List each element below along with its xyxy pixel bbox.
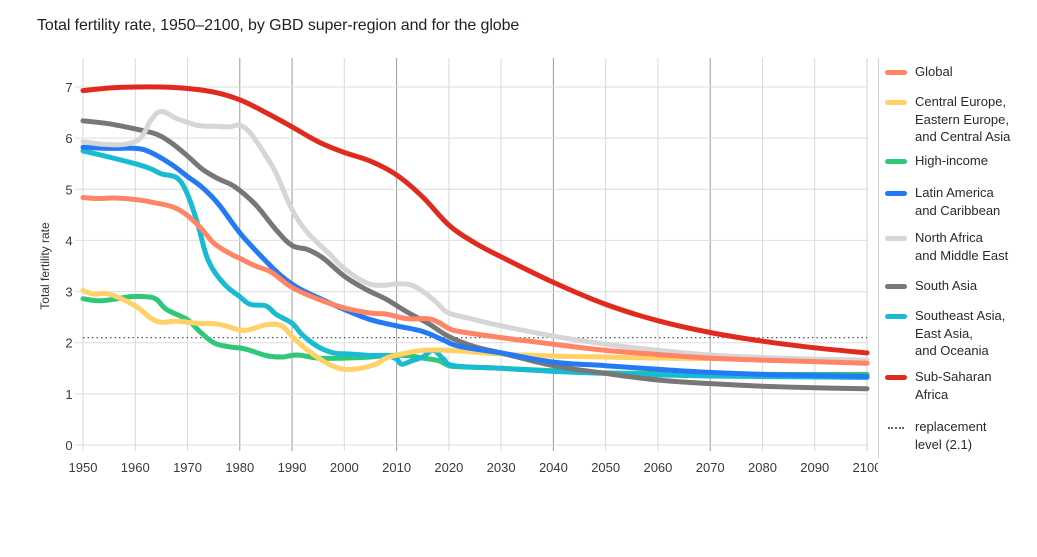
legend-swatch bbox=[885, 314, 907, 319]
grid-lines bbox=[75, 58, 868, 451]
legend-label: High-income bbox=[915, 153, 988, 168]
legend-label: North Africa and Middle East bbox=[915, 230, 1009, 263]
series-line-north-africa-and-middle-east bbox=[80, 109, 870, 363]
x-tick-label: 2010 bbox=[382, 460, 411, 475]
x-tick-label: 1990 bbox=[278, 460, 307, 475]
chart-title: Total fertility rate, 1950–2100, by GBD … bbox=[37, 17, 520, 34]
y-tick-label: 5 bbox=[65, 182, 72, 197]
y-tick-label: 7 bbox=[65, 80, 72, 95]
legend-swatch bbox=[885, 159, 907, 164]
y-tick-label: 2 bbox=[65, 336, 72, 351]
legend-label: Global bbox=[915, 64, 953, 79]
y-tick-label: 3 bbox=[65, 285, 72, 300]
x-tick-label: 1950 bbox=[69, 460, 98, 475]
series-line-sub-saharan-africa bbox=[80, 84, 870, 356]
legend-swatch bbox=[885, 284, 907, 289]
legend-item-central-europe-eastern-europe-and-central-asia: Central Europe, Eastern Europe, and Cent… bbox=[885, 93, 1010, 146]
y-tick-label: 1 bbox=[65, 387, 72, 402]
series-line-southeast-asia-east-asia-and-oceania bbox=[80, 148, 870, 380]
x-tick-label: 2060 bbox=[643, 460, 672, 475]
legend-swatch bbox=[885, 236, 907, 241]
legend-item-replacement-level-2-1: replacement level (2.1) bbox=[885, 418, 987, 453]
legend-swatch bbox=[885, 191, 907, 196]
y-axis-ticks: 0 1 2 3 4 5 6 7 bbox=[65, 80, 72, 453]
legend-item-latin-america-and-caribbean: Latin America and Caribbean bbox=[885, 184, 1000, 219]
x-tick-label: 1960 bbox=[121, 460, 150, 475]
series-line-global bbox=[80, 195, 870, 366]
x-axis-ticks: 1950 1960 1970 1980 1990 2000 2010 2020 2030 2040… bbox=[69, 460, 878, 475]
x-tick-label: 2000 bbox=[330, 460, 359, 475]
legend-label: Sub-Saharan Africa bbox=[915, 369, 992, 402]
legend: Global Central Europe, Eastern Europe, an… bbox=[878, 58, 1037, 458]
legend-label: Southeast Asia, East Asia, and Oceania bbox=[915, 308, 1006, 358]
x-tick-label: 2070 bbox=[696, 460, 725, 475]
x-tick-label: 2050 bbox=[591, 460, 620, 475]
series-line-central-europe-eastern-europe-and-central-asia bbox=[80, 288, 870, 373]
legend-item-global: Global bbox=[885, 63, 953, 81]
chart-plot: 1950 1960 1970 1980 1990 2000 2010 2020 2030 2040… bbox=[38, 58, 878, 475]
y-axis-label: Total fertility rate bbox=[38, 222, 52, 310]
x-tick-label: 2080 bbox=[748, 460, 777, 475]
legend-item-north-africa-and-middle-east: North Africa and Middle East bbox=[885, 229, 1008, 264]
series-lines bbox=[80, 84, 870, 392]
legend-label: South Asia bbox=[915, 278, 978, 293]
series-line-south-asia bbox=[80, 118, 870, 392]
x-tick-label: 2040 bbox=[539, 460, 568, 475]
legend-label: Central Europe, Eastern Europe, and Cent… bbox=[915, 94, 1011, 144]
legend-label: replacement level (2.1) bbox=[915, 419, 987, 452]
legend-item-sub-saharan-africa: Sub-Saharan Africa bbox=[885, 368, 992, 403]
x-tick-label: 2100 bbox=[853, 460, 878, 475]
legend-swatch bbox=[885, 70, 907, 75]
x-tick-label: 2030 bbox=[487, 460, 516, 475]
x-tick-label: 2090 bbox=[800, 460, 829, 475]
legend-swatch bbox=[888, 427, 904, 429]
y-tick-label: 0 bbox=[65, 438, 72, 453]
x-tick-label: 2020 bbox=[434, 460, 463, 475]
legend-swatch bbox=[885, 100, 907, 105]
x-tick-label: 1980 bbox=[225, 460, 254, 475]
legend-swatch bbox=[885, 375, 907, 380]
series-line-latin-america-and-caribbean bbox=[80, 144, 870, 379]
x-tick-label: 1970 bbox=[173, 460, 202, 475]
legend-item-high-income: High-income bbox=[885, 152, 988, 170]
legend-item-southeast-asia-east-asia-and-oceania: Southeast Asia, East Asia, and Oceania bbox=[885, 307, 1005, 360]
legend-label: Latin America and Caribbean bbox=[915, 185, 1001, 218]
y-tick-label: 6 bbox=[65, 131, 72, 146]
y-tick-label: 4 bbox=[65, 233, 72, 248]
legend-item-south-asia: South Asia bbox=[885, 277, 977, 295]
